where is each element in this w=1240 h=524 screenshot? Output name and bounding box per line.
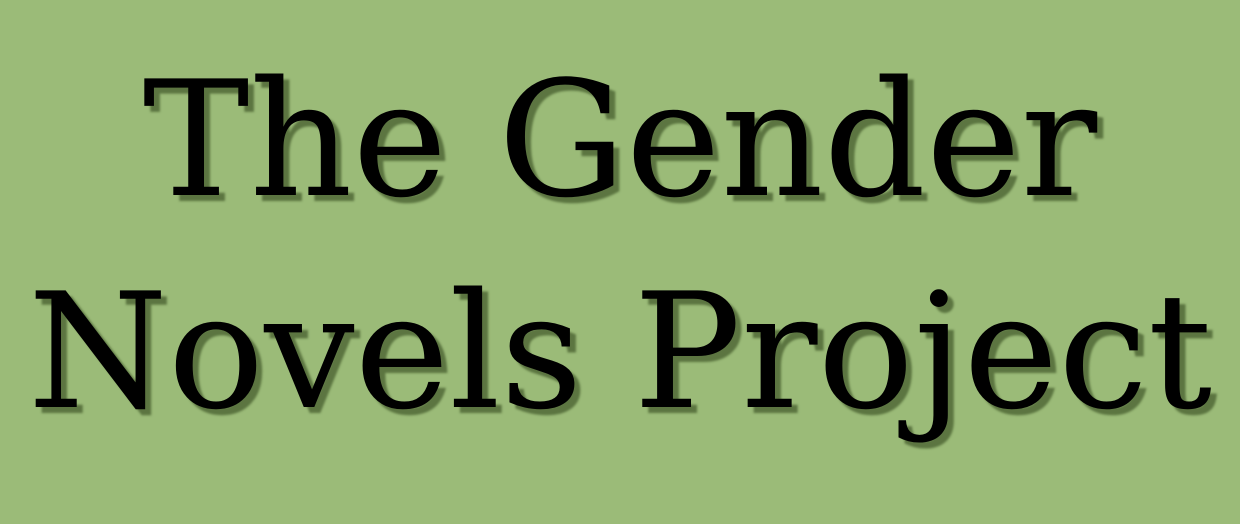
- title-line-1: The Gender: [142, 46, 1098, 233]
- title-line-2: Novels Project: [27, 258, 1213, 445]
